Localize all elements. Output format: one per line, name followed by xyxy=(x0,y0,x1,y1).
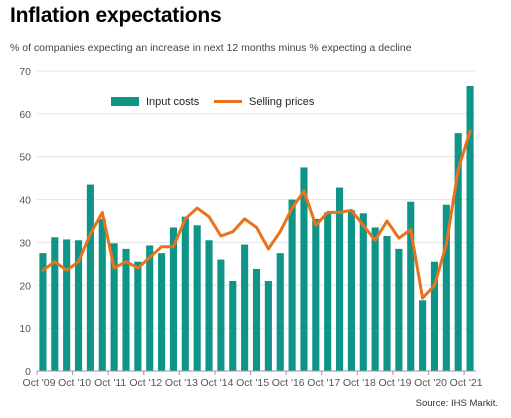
x-axis: Oct '09 Oct '10 Oct '11 Oct '12 Oct '13 Oct '… xyxy=(23,370,483,389)
bar-input-costs xyxy=(359,213,367,371)
line-series-selling-prices xyxy=(41,129,472,300)
bar-series-input-costs xyxy=(39,86,474,371)
line-selling-prices xyxy=(41,129,472,300)
bar-input-costs xyxy=(347,210,355,371)
y-tick-label: 70 xyxy=(19,66,31,78)
x-tick-label: Oct '19 xyxy=(378,377,411,389)
source-note: Source: IHS Markit. xyxy=(415,398,498,409)
x-tick-label: Oct '15 xyxy=(236,377,269,389)
bar-input-costs xyxy=(63,239,71,371)
bar-input-costs xyxy=(51,237,59,371)
bar-input-costs xyxy=(110,243,118,371)
y-tick-label: 50 xyxy=(19,152,31,164)
bar-input-costs xyxy=(98,218,106,371)
bar-input-costs xyxy=(264,281,272,371)
x-tick-label: Oct '21 xyxy=(450,377,483,389)
y-tick-label: 10 xyxy=(19,323,31,335)
bar-input-costs xyxy=(335,187,344,371)
bar-input-costs xyxy=(134,261,142,371)
bar-input-costs xyxy=(158,253,166,371)
x-tick-label: Oct '17 xyxy=(307,377,340,389)
bar-input-costs xyxy=(407,201,415,371)
bar-input-costs xyxy=(300,167,308,371)
bar-input-costs xyxy=(181,216,189,371)
bar-input-costs xyxy=(466,86,474,371)
bar-input-costs xyxy=(324,212,332,371)
x-tick-label: Oct '11 xyxy=(94,377,126,389)
y-tick-label: 40 xyxy=(19,195,31,207)
bar-input-costs xyxy=(217,259,225,371)
legend-swatch-input-costs xyxy=(111,97,139,106)
bar-input-costs xyxy=(146,245,154,371)
x-tick-label: Oct '16 xyxy=(272,377,305,389)
chart-subtitle: % of companies expecting an increase in … xyxy=(10,42,412,54)
legend-label-selling-prices: Selling prices xyxy=(249,96,315,108)
bar-input-costs xyxy=(419,300,427,371)
chart-title: Inflation expectations xyxy=(10,4,222,27)
bar-input-costs xyxy=(430,261,439,371)
bar-input-costs xyxy=(74,240,83,371)
bar-input-costs xyxy=(205,240,213,371)
bar-input-costs xyxy=(229,281,237,371)
bar-input-costs xyxy=(454,133,462,371)
x-tick-label: Oct '20 xyxy=(414,377,447,389)
legend-label-input-costs: Input costs xyxy=(146,96,200,108)
x-tick-label: Oct '09 xyxy=(23,377,56,389)
y-tick-label: 0 xyxy=(25,366,31,378)
legend: Input costs Selling prices xyxy=(111,96,315,108)
x-tick-label: Oct '18 xyxy=(343,377,376,389)
x-tick-label: Oct '12 xyxy=(129,377,162,389)
bar-input-costs xyxy=(276,253,284,371)
y-tick-label: 20 xyxy=(19,280,31,292)
bar-input-costs xyxy=(39,253,47,371)
y-tick-label: 30 xyxy=(19,237,31,249)
bar-input-costs xyxy=(252,269,261,371)
x-tick-label: Oct '10 xyxy=(58,377,91,389)
bar-input-costs xyxy=(193,225,201,371)
bar-input-costs xyxy=(312,218,320,371)
bar-input-costs xyxy=(169,227,178,371)
bar-input-costs xyxy=(383,236,391,371)
bar-input-costs xyxy=(442,204,450,371)
y-tick-label: 60 xyxy=(19,109,31,121)
bar-input-costs xyxy=(86,184,94,371)
x-tick-label: Oct '13 xyxy=(165,377,198,389)
x-tick-label: Oct '14 xyxy=(201,377,234,389)
bar-input-costs xyxy=(395,248,403,371)
bar-input-costs xyxy=(371,227,379,371)
bar-input-costs xyxy=(122,248,130,371)
bar-input-costs xyxy=(241,244,249,371)
y-axis: 0 10 20 30 40 50 60 70 xyxy=(19,66,31,378)
bar-input-costs xyxy=(288,199,296,371)
